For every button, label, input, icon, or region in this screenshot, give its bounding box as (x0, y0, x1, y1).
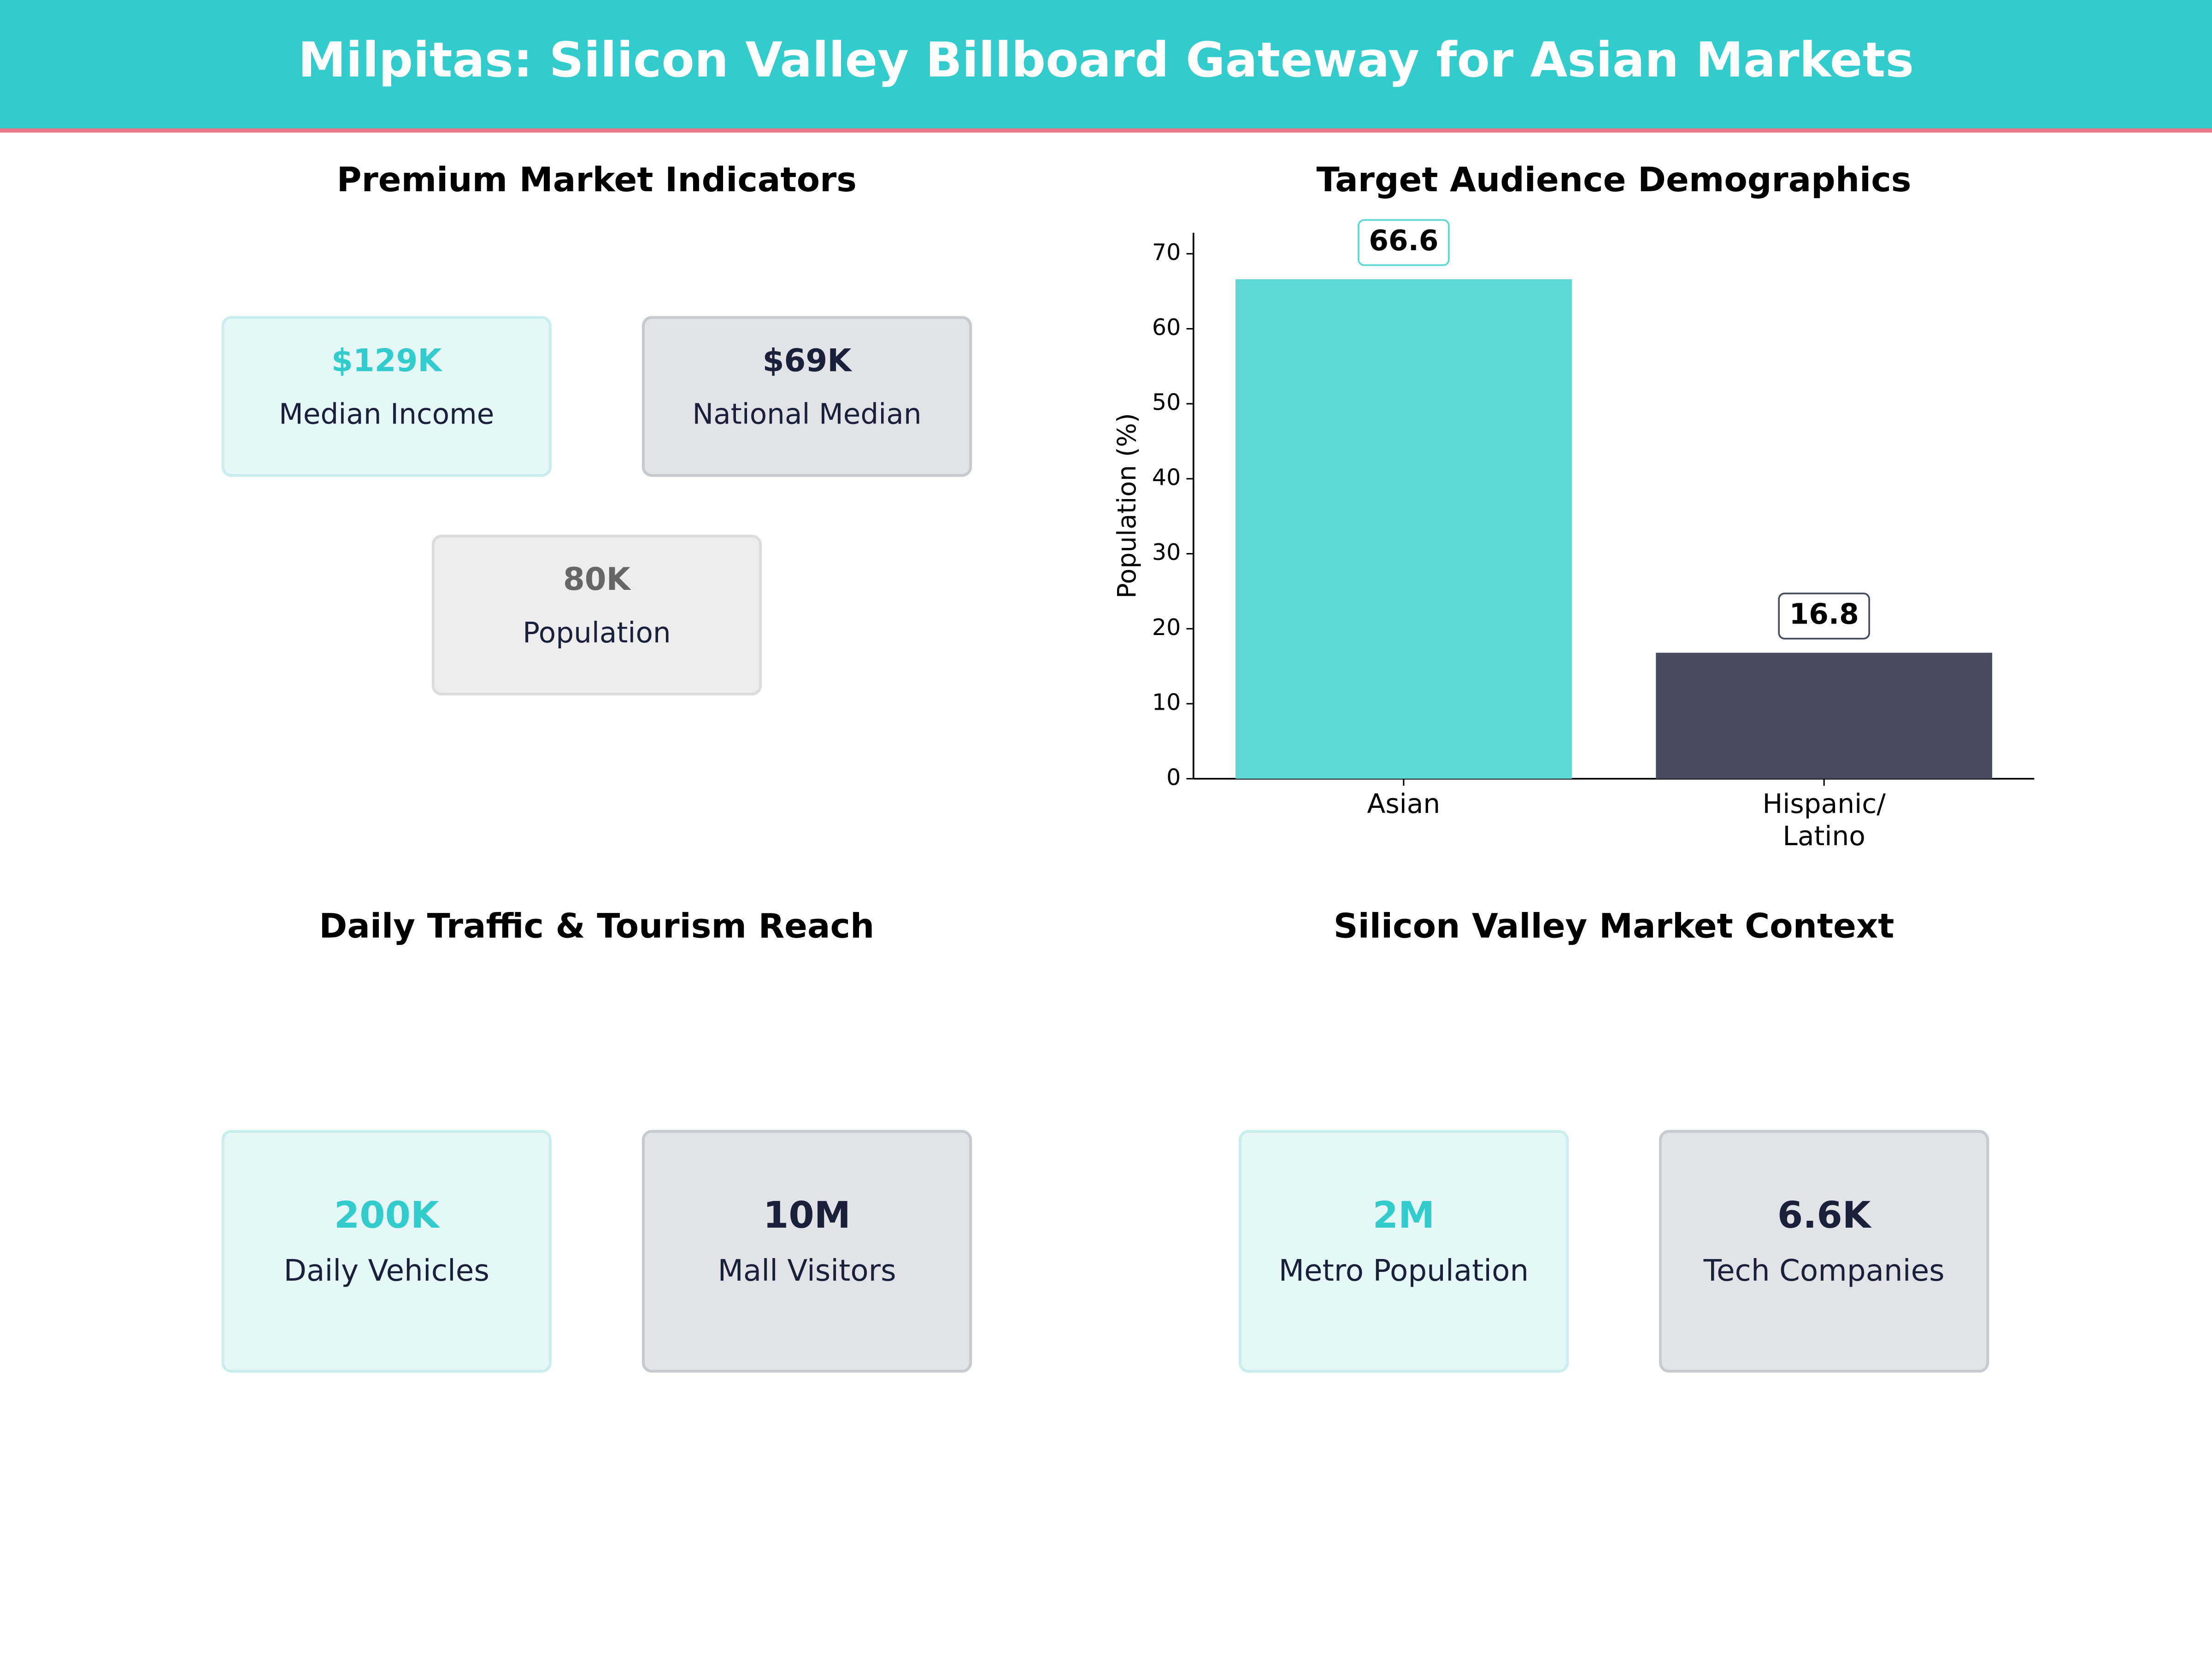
card-box (221, 1130, 552, 1373)
y-tick-label: 60 (1152, 314, 1181, 341)
value-label-box (1358, 219, 1450, 266)
card-label: National Median (692, 398, 921, 431)
y-tick-label: 40 (1152, 464, 1181, 490)
kpi-card: 200K Daily Vehicles (221, 1130, 552, 1373)
bar (1656, 653, 1993, 779)
panel-title: Daily Traffic & Tourism Reach (319, 906, 874, 946)
chart-title: Target Audience Demographics (1317, 160, 1912, 200)
header-bar (0, 0, 2212, 130)
value-label: 16.8 (1789, 598, 1859, 630)
y-tick-label: 50 (1152, 389, 1181, 416)
y-axis-label: Population (%) (1112, 413, 1141, 598)
card-value: 80K (563, 561, 632, 597)
kpi-card: $129K Median Income (221, 316, 552, 477)
card-value: 10M (763, 1194, 851, 1236)
x-tick-label: Hispanic/Latino (1762, 788, 1886, 852)
x-tick-label: Asian (1367, 788, 1441, 819)
value-label-box (1778, 592, 1870, 640)
card-value: 6.6K (1777, 1194, 1872, 1236)
y-tick-label: 10 (1152, 689, 1181, 716)
card-value: $69K (763, 342, 853, 378)
card-label: Daily Vehicles (284, 1253, 489, 1288)
card-value: 200K (334, 1194, 441, 1236)
y-tick-label: 0 (1166, 764, 1181, 790)
panel-title: Premium Market Indicators (337, 160, 857, 200)
card-value: $129K (331, 342, 443, 378)
y-tick-label: 70 (1152, 239, 1181, 265)
page-title: Milpitas: Silicon Valley Billboard Gatew… (298, 32, 1914, 88)
kpi-card: 6.6K Tech Companies (1659, 1130, 1989, 1373)
bar (1235, 279, 1572, 779)
value-label: 66.6 (1369, 224, 1438, 257)
header-rule (0, 128, 2212, 133)
kpi-card: 2M Metro Population (1238, 1130, 1569, 1373)
kpi-card: 80K Population (431, 535, 762, 696)
card-box (1238, 1130, 1569, 1373)
card-box (641, 1130, 972, 1373)
card-label: Metro Population (1279, 1253, 1529, 1288)
y-tick-label: 30 (1152, 539, 1181, 565)
card-box (431, 535, 762, 696)
card-label: Tech Companies (1703, 1253, 1945, 1288)
kpi-card: 10M Mall Visitors (641, 1130, 972, 1373)
kpi-card: $69K National Median (641, 316, 972, 477)
card-box (221, 316, 552, 477)
card-label: Mall Visitors (718, 1253, 896, 1288)
card-value: 2M (1373, 1194, 1435, 1236)
y-tick-label: 20 (1152, 614, 1181, 641)
card-label: Population (523, 617, 671, 649)
panel-title: Silicon Valley Market Context (1334, 906, 1894, 946)
card-label: Median Income (279, 398, 494, 431)
card-box (1659, 1130, 1989, 1373)
card-box (641, 316, 972, 477)
